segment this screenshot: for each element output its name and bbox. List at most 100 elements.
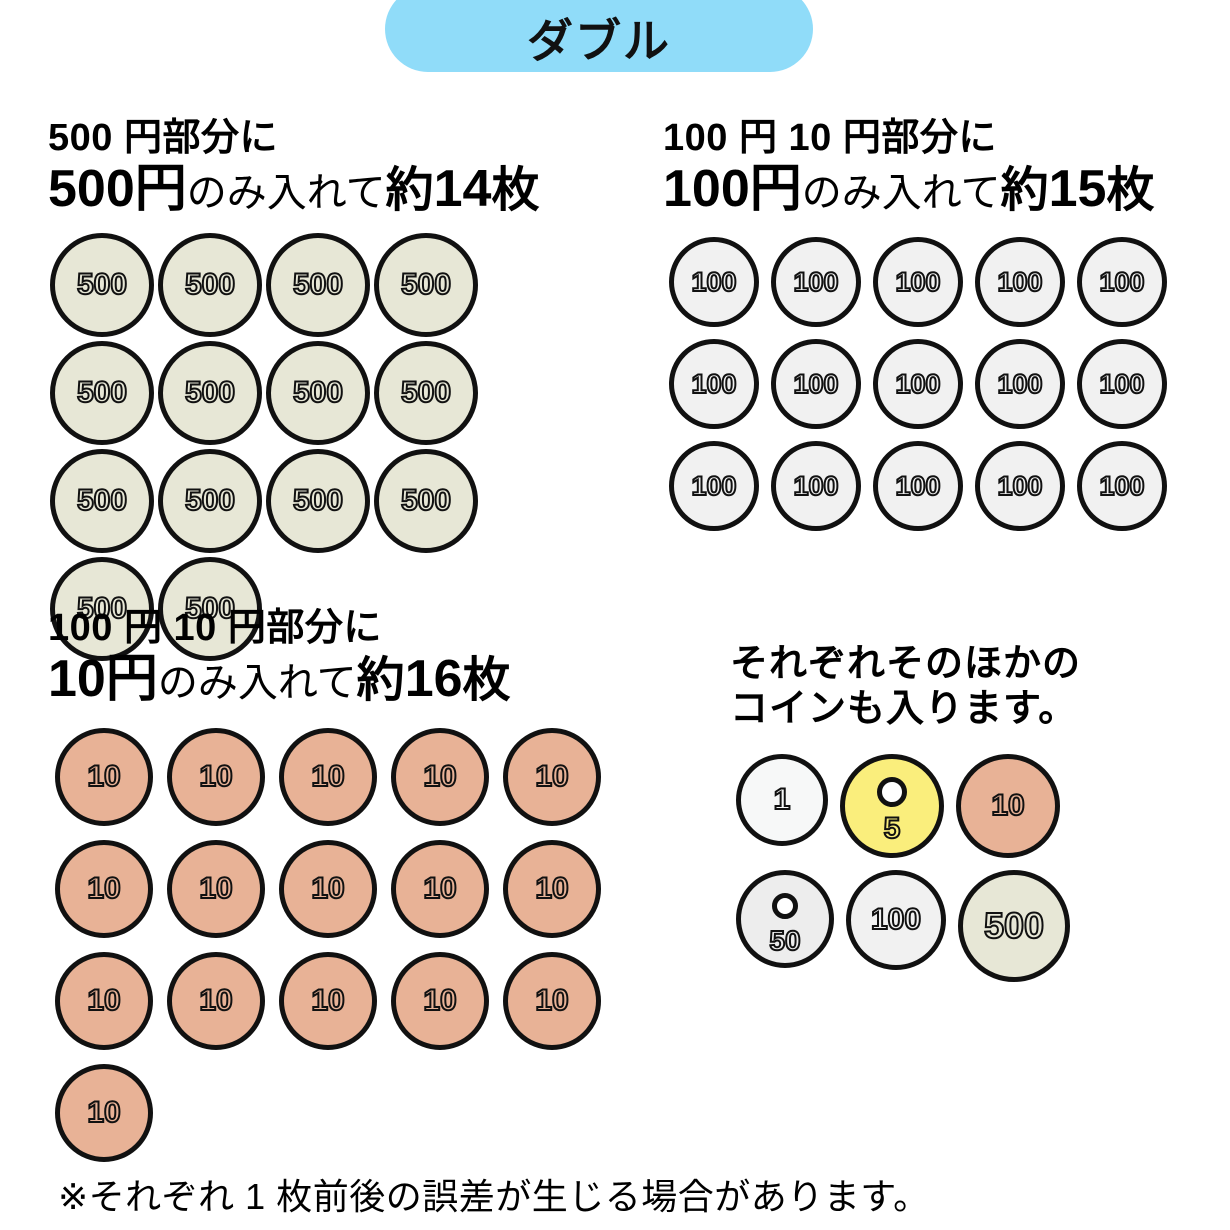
coin-500-yen: 500 bbox=[374, 341, 478, 446]
coin-grid-10: 10 10 10 10 10 10 10 10 10 10 10 10 10 10 10 10 bbox=[48, 721, 608, 1169]
coin-hole bbox=[772, 893, 798, 920]
title-pill: ダブル bbox=[385, 0, 813, 72]
section-500-denom: 500 bbox=[48, 160, 135, 219]
section-10-yen-char: 円 bbox=[105, 650, 158, 709]
coin-value-label: 10 bbox=[86, 760, 121, 794]
coin-100-yen: 100 bbox=[873, 339, 963, 430]
section-10-heading: 100 円 10 円部分に 10円のみ入れて約16枚 bbox=[48, 607, 608, 707]
coin-100-yen: 100 bbox=[873, 441, 963, 532]
coin-value-label: 500 bbox=[983, 904, 1045, 946]
coin-value-label: 10 bbox=[86, 872, 121, 906]
coin-50-yen: 50 bbox=[736, 869, 834, 968]
section-500-heading-line2: 500円のみ入れて約14枚 bbox=[48, 161, 578, 217]
coin-value-label: 500 bbox=[76, 484, 128, 518]
section-10-unit: 枚 bbox=[462, 654, 511, 708]
section-10-approx: 約 bbox=[356, 654, 405, 708]
coin-value-label: 10 bbox=[534, 872, 569, 906]
coin-value-label: 500 bbox=[184, 484, 236, 518]
coin-value-label: 10 bbox=[198, 872, 233, 906]
section-100-yen-char: 円 bbox=[749, 160, 802, 219]
coin-10-yen: 10 bbox=[503, 840, 601, 939]
coin-value-label: 10 bbox=[422, 760, 457, 794]
coin-500-yen: 500 bbox=[958, 869, 1070, 982]
section-100-heading-line1: 100 円 10 円部分に bbox=[663, 117, 997, 159]
coin-value-label: 500 bbox=[76, 268, 128, 302]
coin-500-yen: 500 bbox=[50, 557, 154, 662]
section-100-mid-text: のみ入れて bbox=[801, 171, 1001, 216]
section-10-heading-line1: 100 円 10 円部分に bbox=[48, 607, 382, 649]
coin-value-label: 500 bbox=[292, 484, 344, 518]
coin-1-yen: 1 bbox=[736, 753, 828, 846]
coin-10-yen: 10 bbox=[279, 952, 377, 1051]
coin-100-yen: 100 bbox=[1077, 441, 1167, 532]
coin-500-yen: 500 bbox=[266, 233, 370, 338]
coin-100-yen: 100 bbox=[975, 237, 1065, 328]
coin-10-yen: 10 bbox=[55, 728, 153, 827]
section-100-denom: 100 bbox=[663, 160, 750, 219]
coin-10-yen: 10 bbox=[503, 728, 601, 827]
section-10-count: 16 bbox=[404, 650, 463, 709]
coin-10-yen: 10 bbox=[503, 952, 601, 1051]
coin-grid-100: 100 100 100 100 100 100 100 100 100 100 100 100 100 1… bbox=[663, 231, 1173, 537]
coin-500-yen: 500 bbox=[50, 233, 154, 338]
section-100-heading: 100 円 10 円部分に 100円のみ入れて約15枚 bbox=[663, 117, 1173, 217]
section-500-mid-text: のみ入れて bbox=[186, 171, 386, 216]
coin-value-label: 10 bbox=[422, 984, 457, 1018]
coin-value-label: 500 bbox=[292, 376, 344, 410]
coin-10-yen: 10 bbox=[55, 952, 153, 1051]
coin-100-yen: 100 bbox=[873, 237, 963, 328]
coin-value-label: 1 bbox=[773, 782, 792, 816]
section-500-unit: 枚 bbox=[491, 164, 540, 218]
section-10-yen: 100 円 10 円部分に 10円のみ入れて約16枚 10 10 10 10 10 10 1… bbox=[48, 607, 608, 1169]
section-other-coins: それぞれそのほかの コインも入ります。 1 5 10 50 100 500 bbox=[730, 642, 1130, 988]
coin-value-label: 100 bbox=[996, 368, 1043, 399]
coin-value-label: 100 bbox=[1098, 368, 1145, 399]
coin-100-yen: 100 bbox=[771, 339, 861, 430]
coin-value-label: 500 bbox=[76, 376, 128, 410]
section-500-heading-line1: 500 円部分に bbox=[48, 117, 278, 159]
coin-value-label: 100 bbox=[1098, 470, 1145, 501]
coin-500-yen: 500 bbox=[50, 341, 154, 446]
coin-10-yen: 10 bbox=[956, 753, 1060, 858]
coin-100-yen: 100 bbox=[1077, 237, 1167, 328]
coin-value-label: 100 bbox=[690, 470, 737, 501]
coin-100-yen: 100 bbox=[669, 441, 759, 532]
coin-10-yen: 10 bbox=[55, 840, 153, 939]
coin-500-yen: 500 bbox=[266, 341, 370, 446]
coin-100-yen: 100 bbox=[771, 441, 861, 532]
section-500-yen: 500 円部分に 500円のみ入れて約14枚 500 500 500 500 500 50… bbox=[48, 117, 578, 663]
section-10-heading-line2: 10円のみ入れて約16枚 bbox=[48, 651, 608, 707]
coin-grid-other: 1 5 10 50 100 500 bbox=[730, 748, 1130, 988]
coin-100-yen: 100 bbox=[975, 441, 1065, 532]
coin-value-label: 100 bbox=[1098, 266, 1145, 297]
coin-500-yen: 500 bbox=[158, 341, 262, 446]
coin-value-label: 10 bbox=[310, 984, 345, 1018]
coin-10-yen: 10 bbox=[279, 728, 377, 827]
coin-value-label: 50 bbox=[768, 924, 801, 956]
coin-10-yen: 10 bbox=[55, 1064, 153, 1163]
coin-value-label: 5 bbox=[883, 812, 902, 846]
coin-value-label: 100 bbox=[792, 368, 839, 399]
coin-500-yen: 500 bbox=[158, 557, 262, 662]
coin-value-label: 10 bbox=[534, 984, 569, 1018]
coin-value-label: 100 bbox=[870, 902, 922, 936]
coin-100-yen: 100 bbox=[1077, 339, 1167, 430]
coin-500-yen: 500 bbox=[374, 233, 478, 338]
coin-value-label: 10 bbox=[198, 760, 233, 794]
section-500-count: 14 bbox=[433, 160, 492, 219]
coin-value-label: 100 bbox=[894, 470, 941, 501]
coin-100-yen: 100 bbox=[846, 869, 946, 970]
section-100-count: 15 bbox=[1048, 160, 1107, 219]
coin-value-label: 100 bbox=[792, 470, 839, 501]
coin-10-yen: 10 bbox=[391, 728, 489, 827]
section-100-heading-line2: 100円のみ入れて約15枚 bbox=[663, 161, 1173, 217]
coin-10-yen: 10 bbox=[167, 840, 265, 939]
coin-hole bbox=[877, 777, 907, 808]
coin-value-label: 100 bbox=[996, 266, 1043, 297]
coin-100-yen: 100 bbox=[669, 339, 759, 430]
header-bar: ダブル bbox=[0, 0, 1230, 76]
footnote-text: ※それぞれ 1 枚前後の誤差が生じる場合があります。 bbox=[58, 1176, 930, 1217]
section-other-heading-line1: それぞれそのほかの bbox=[730, 643, 1082, 685]
coin-value-label: 10 bbox=[198, 984, 233, 1018]
coin-value-label: 10 bbox=[534, 760, 569, 794]
